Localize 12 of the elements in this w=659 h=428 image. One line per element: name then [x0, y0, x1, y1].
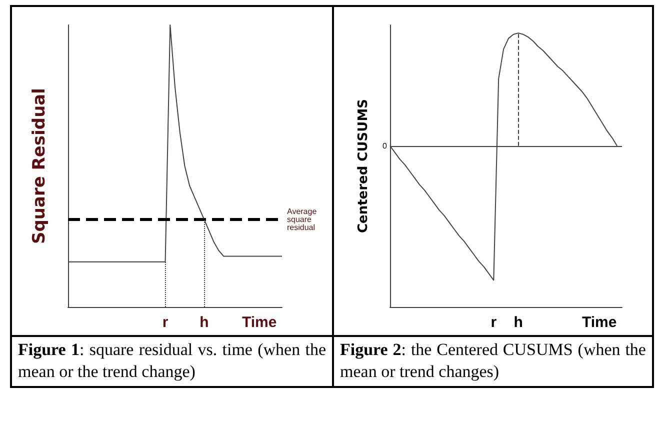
x-tick-label: h [514, 314, 523, 331]
text: Figure 2: the Centered CUSUMS (when the mean or trend changes) [332, 335, 652, 386]
text: Figure 1: square residual vs. time (when the mean or the trend change) [12, 335, 332, 386]
y-axis-title: Square Residual [30, 88, 50, 244]
text: 0 [382, 141, 388, 150]
x-tick-label: r [490, 314, 497, 331]
x-tick-label: h [200, 314, 209, 331]
x-tick-label: r [162, 314, 168, 331]
y-axis-title: Centered CUSUMS [356, 98, 371, 234]
x-axis-title: Time [582, 314, 617, 331]
x-axis-title: Time [242, 314, 277, 331]
ref-line-label: Average square residual [287, 207, 319, 232]
